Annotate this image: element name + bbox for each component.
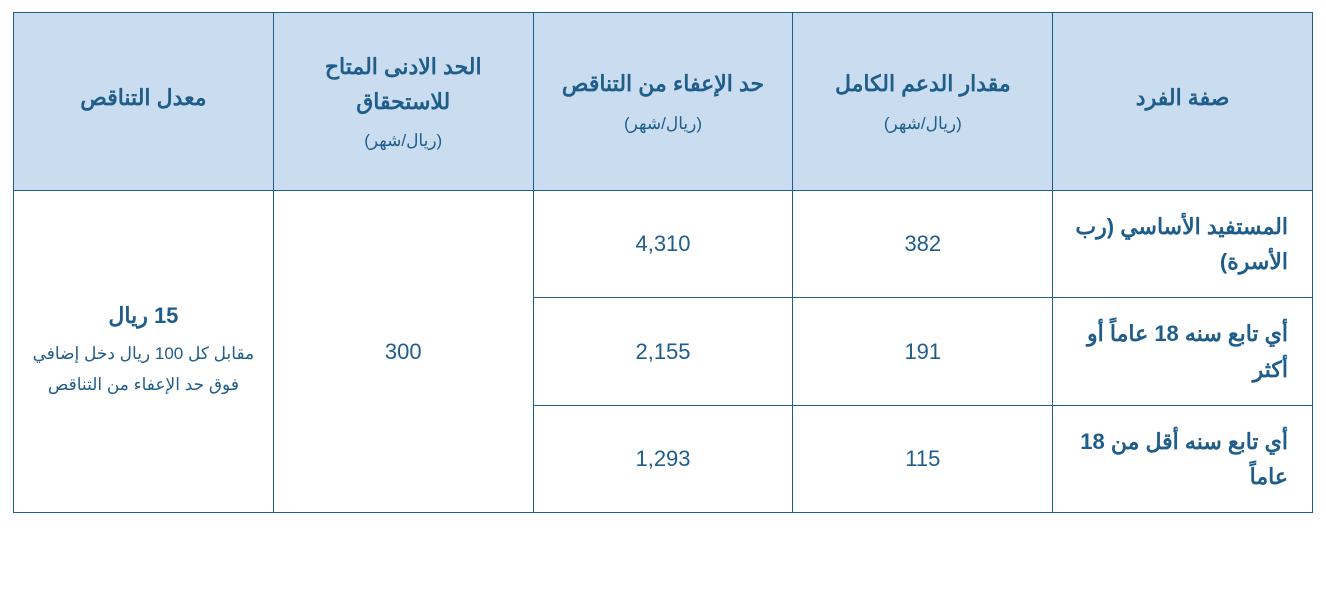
support-table: صفة الفرد مقدار الدعم الكامل (ريال/شهر) … — [13, 12, 1313, 513]
cell-category-1: أي تابع سنه 18 عاماً أو أكثر — [1053, 298, 1313, 405]
cell-full-support-2: 115 — [793, 405, 1053, 512]
support-table-container: صفة الفرد مقدار الدعم الكامل (ريال/شهر) … — [13, 12, 1313, 513]
header-min-eligible-sub: (ريال/شهر) — [288, 127, 519, 154]
cell-rate: 15 ريال مقابل كل 100 ريال دخل إضافي فوق … — [14, 191, 274, 513]
header-full-support: مقدار الدعم الكامل (ريال/شهر) — [793, 13, 1053, 191]
rate-main: 15 ريال — [108, 303, 178, 328]
cell-min-eligible: 300 — [273, 191, 533, 513]
cell-exemption-2: 1,293 — [533, 405, 793, 512]
header-full-support-sub: (ريال/شهر) — [807, 110, 1038, 137]
header-exemption: حد الإعفاء من التناقص (ريال/شهر) — [533, 13, 793, 191]
header-exemption-sub: (ريال/شهر) — [548, 110, 779, 137]
header-rate-main: معدل التناقص — [80, 85, 206, 110]
cell-category-0: المستفيد الأساسي (رب الأسرة) — [1053, 191, 1313, 298]
header-min-eligible: الحد الادنى المتاح للاستحقاق (ريال/شهر) — [273, 13, 533, 191]
cell-full-support-0: 382 — [793, 191, 1053, 298]
header-full-support-main: مقدار الدعم الكامل — [835, 71, 1011, 96]
cell-exemption-1: 2,155 — [533, 298, 793, 405]
cell-exemption-0: 4,310 — [533, 191, 793, 298]
cell-full-support-1: 191 — [793, 298, 1053, 405]
table-row: المستفيد الأساسي (رب الأسرة) 382 4,310 3… — [14, 191, 1313, 298]
header-category: صفة الفرد — [1053, 13, 1313, 191]
rate-sub: مقابل كل 100 ريال دخل إضافي فوق حد الإعف… — [28, 339, 259, 400]
header-category-main: صفة الفرد — [1136, 85, 1230, 110]
header-rate: معدل التناقص — [14, 13, 274, 191]
header-exemption-main: حد الإعفاء من التناقص — [562, 71, 764, 96]
cell-category-2: أي تابع سنه أقل من 18 عاماً — [1053, 405, 1313, 512]
header-min-eligible-main: الحد الادنى المتاح للاستحقاق — [325, 54, 482, 114]
header-row: صفة الفرد مقدار الدعم الكامل (ريال/شهر) … — [14, 13, 1313, 191]
